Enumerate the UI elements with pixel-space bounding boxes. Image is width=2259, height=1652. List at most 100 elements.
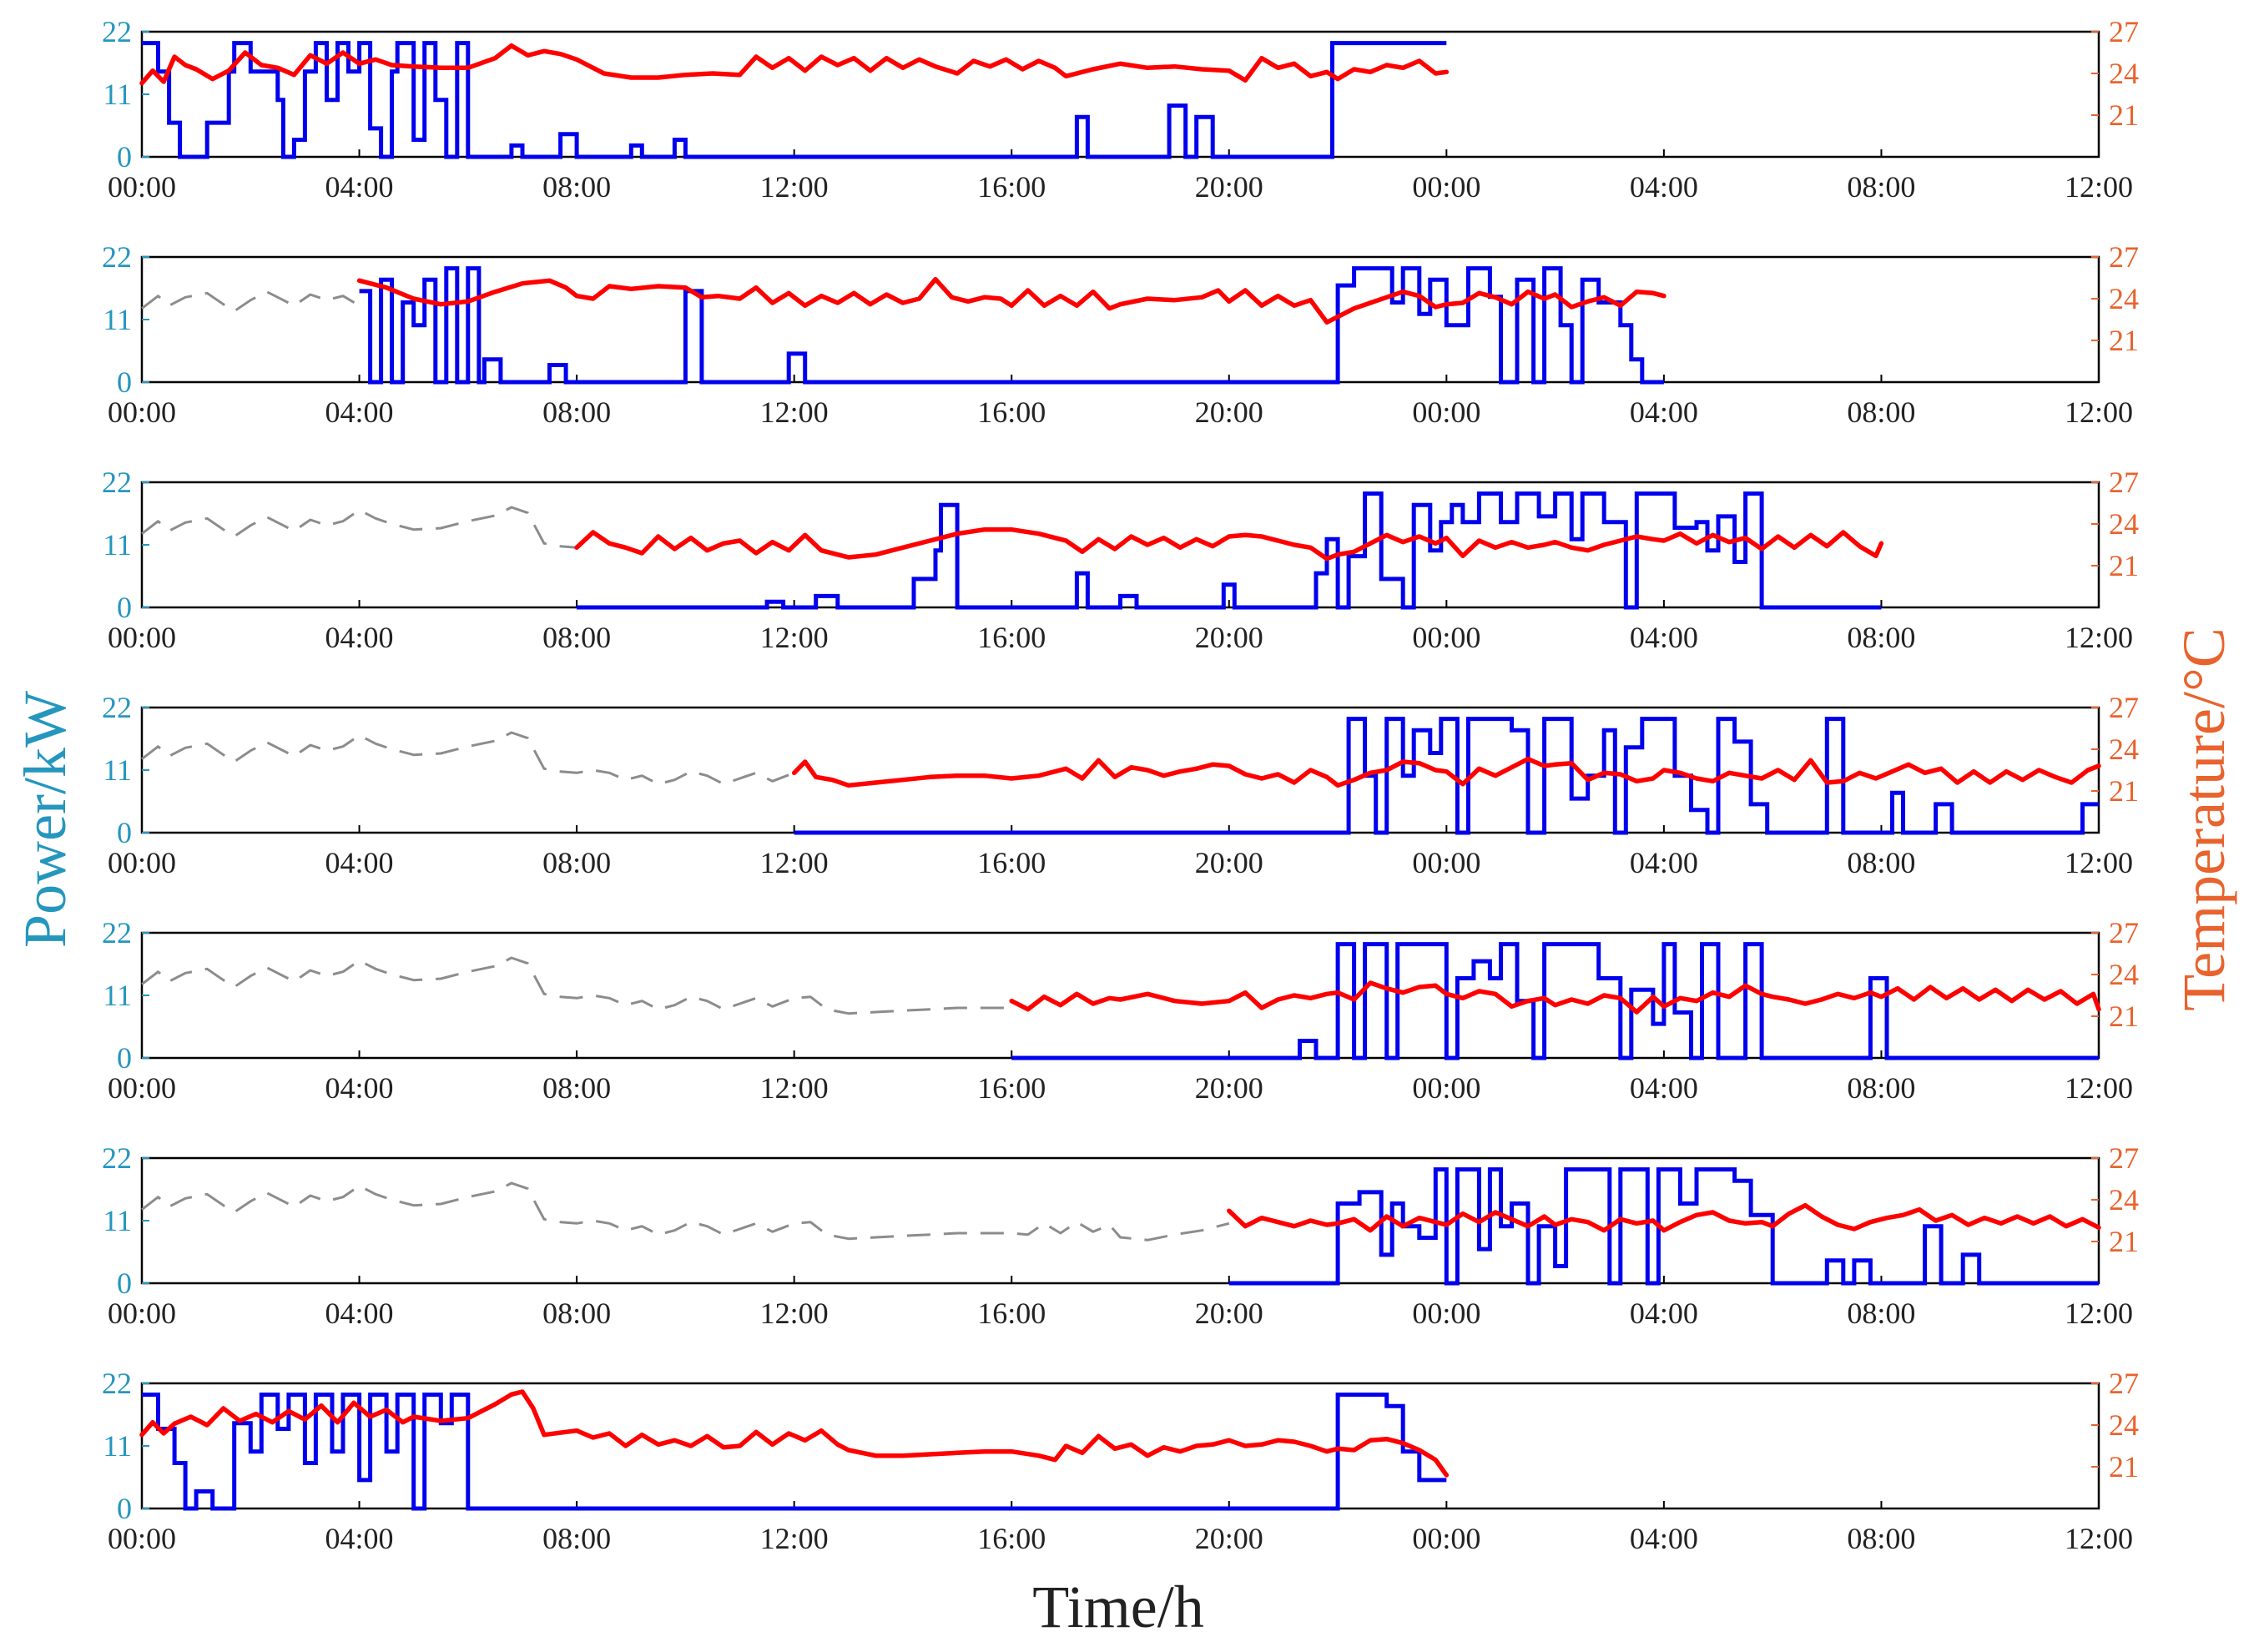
panel-5: 00:00 04:00 08:00 12:00 16:00 20:00 00:00 04:00… (102, 916, 2139, 1105)
panel-6: 00:00 04:00 08:00 12:00 16:00 20:00 00:00 04:00… (102, 1141, 2139, 1330)
x-tick-label: 00:00 (108, 395, 176, 429)
y-left-tick-label: 11 (103, 979, 132, 1012)
x-tick-label: 08:00 (542, 1297, 611, 1330)
x-tick-label: 08:00 (542, 395, 611, 429)
y-right-tick-label: 24 (2109, 958, 2139, 991)
temperature-history-line (141, 506, 577, 549)
x-tick-label: 04:00 (325, 1297, 394, 1330)
temperature-history-line (141, 956, 1012, 1015)
y-right-tick-label: 21 (2109, 549, 2139, 582)
x-tick-label: 12:00 (760, 170, 829, 204)
x-tick-label: 20:00 (1195, 395, 1263, 429)
x-tick-label: 04:00 (1630, 846, 1698, 879)
x-tick-label: 04:00 (1630, 1297, 1698, 1330)
x-tick-label: 08:00 (1847, 846, 1915, 879)
x-tick-label: 16:00 (977, 170, 1046, 204)
power-line (794, 717, 2099, 835)
x-axis-label-time: Time/h (1032, 1574, 1203, 1640)
y-left-tick-label: 0 (117, 1267, 132, 1300)
y-right-tick-label: 21 (2109, 1225, 2139, 1258)
temperature-line (1009, 980, 2101, 1015)
y-axis-label-power: Power/kW (12, 691, 78, 948)
x-tick-label: 20:00 (1195, 1522, 1263, 1555)
x-tick-label: 08:00 (542, 1071, 611, 1105)
x-tick-label: 12:00 (2065, 846, 2133, 879)
x-tick-label: 04:00 (325, 846, 394, 879)
y-right-tick-label: 27 (2109, 15, 2139, 48)
y-left-tick-label: 22 (102, 15, 132, 48)
x-tick-label: 08:00 (1847, 621, 1915, 654)
x-tick-label: 20:00 (1195, 1297, 1263, 1330)
y-left-tick-label: 0 (117, 365, 132, 399)
temperature-line (574, 526, 1884, 562)
x-tick-label: 00:00 (1412, 170, 1480, 204)
x-tick-label: 16:00 (977, 1522, 1046, 1555)
x-tick-label: 12:00 (2065, 1522, 2133, 1555)
y-right-tick-label: 27 (2109, 1367, 2139, 1400)
x-tick-label: 16:00 (977, 395, 1046, 429)
x-tick-label: 08:00 (542, 1522, 611, 1555)
temperature-line (139, 43, 1450, 86)
panel-4: 00:00 04:00 08:00 12:00 16:00 20:00 00:00 04:00… (102, 691, 2139, 879)
panel-7: 00:00 04:00 08:00 12:00 16:00 20:00 00:00 04:00… (102, 1367, 2139, 1555)
temperature-line (1227, 1202, 2101, 1233)
x-tick-label: 08:00 (542, 170, 611, 204)
temperature-line (356, 276, 1667, 325)
x-tick-label: 20:00 (1195, 170, 1263, 204)
power-line (1228, 1167, 2099, 1286)
x-tick-label: 00:00 (108, 1522, 176, 1555)
panel-2: 00:00 04:00 08:00 12:00 16:00 20:00 00:00 04:00… (102, 240, 2139, 429)
y-left-tick-label: 22 (102, 691, 132, 724)
x-tick-label: 20:00 (1195, 846, 1263, 879)
x-tick-label: 04:00 (325, 170, 394, 204)
x-tick-label: 16:00 (977, 1071, 1046, 1105)
x-tick-label: 08:00 (1847, 170, 1915, 204)
x-tick-label: 20:00 (1195, 621, 1263, 654)
y-left-tick-label: 22 (102, 240, 132, 274)
x-tick-label: 00:00 (1412, 1522, 1480, 1555)
x-tick-label: 08:00 (1847, 1297, 1915, 1330)
x-tick-label: 00:00 (1412, 1297, 1480, 1330)
x-tick-label: 00:00 (1412, 395, 1480, 429)
x-tick-label: 12:00 (760, 621, 829, 654)
y-left-tick-label: 22 (102, 1367, 132, 1400)
y-left-tick-label: 0 (117, 140, 132, 174)
x-tick-label: 00:00 (1412, 621, 1480, 654)
y-left-tick-label: 11 (103, 303, 132, 336)
x-tick-label: 04:00 (325, 621, 394, 654)
y-left-tick-label: 0 (117, 816, 132, 849)
x-tick-label: 12:00 (760, 1071, 829, 1105)
y-right-tick-label: 24 (2109, 282, 2139, 315)
x-tick-label: 12:00 (2065, 395, 2133, 429)
x-tick-label: 00:00 (1412, 1071, 1480, 1105)
x-tick-label: 12:00 (760, 395, 829, 429)
temperature-history-line (141, 731, 795, 786)
x-tick-label: 04:00 (1630, 1522, 1698, 1555)
y-right-tick-label: 27 (2109, 691, 2139, 724)
x-tick-label: 00:00 (108, 1297, 176, 1330)
x-tick-label: 04:00 (325, 1522, 394, 1555)
temperature-history-line (141, 1181, 1230, 1242)
power-line (359, 266, 1664, 385)
y-axis-label-temperature: Temperature/°C (2171, 627, 2237, 1011)
panels-group: 00:00 04:00 08:00 12:00 16:00 20:00 00:00 04:00… (102, 15, 2139, 1555)
power-line (142, 1393, 1447, 1511)
y-right-tick-label: 24 (2109, 1408, 2139, 1442)
y-left-tick-label: 22 (102, 466, 132, 499)
power-line (577, 491, 1882, 610)
panel-frame (140, 931, 2100, 1060)
temperature-history-line (141, 290, 361, 313)
x-tick-label: 04:00 (325, 1071, 394, 1105)
x-tick-label: 16:00 (977, 846, 1046, 879)
x-tick-label: 04:00 (1630, 621, 1698, 654)
x-tick-label: 00:00 (108, 621, 176, 654)
y-right-tick-label: 27 (2109, 1141, 2139, 1175)
y-right-tick-label: 24 (2109, 1183, 2139, 1216)
x-tick-label: 12:00 (760, 1297, 829, 1330)
x-tick-label: 20:00 (1195, 1071, 1263, 1105)
x-tick-label: 16:00 (977, 1297, 1046, 1330)
y-right-tick-label: 27 (2109, 916, 2139, 949)
y-right-tick-label: 24 (2109, 507, 2139, 541)
y-right-tick-label: 24 (2109, 733, 2139, 766)
